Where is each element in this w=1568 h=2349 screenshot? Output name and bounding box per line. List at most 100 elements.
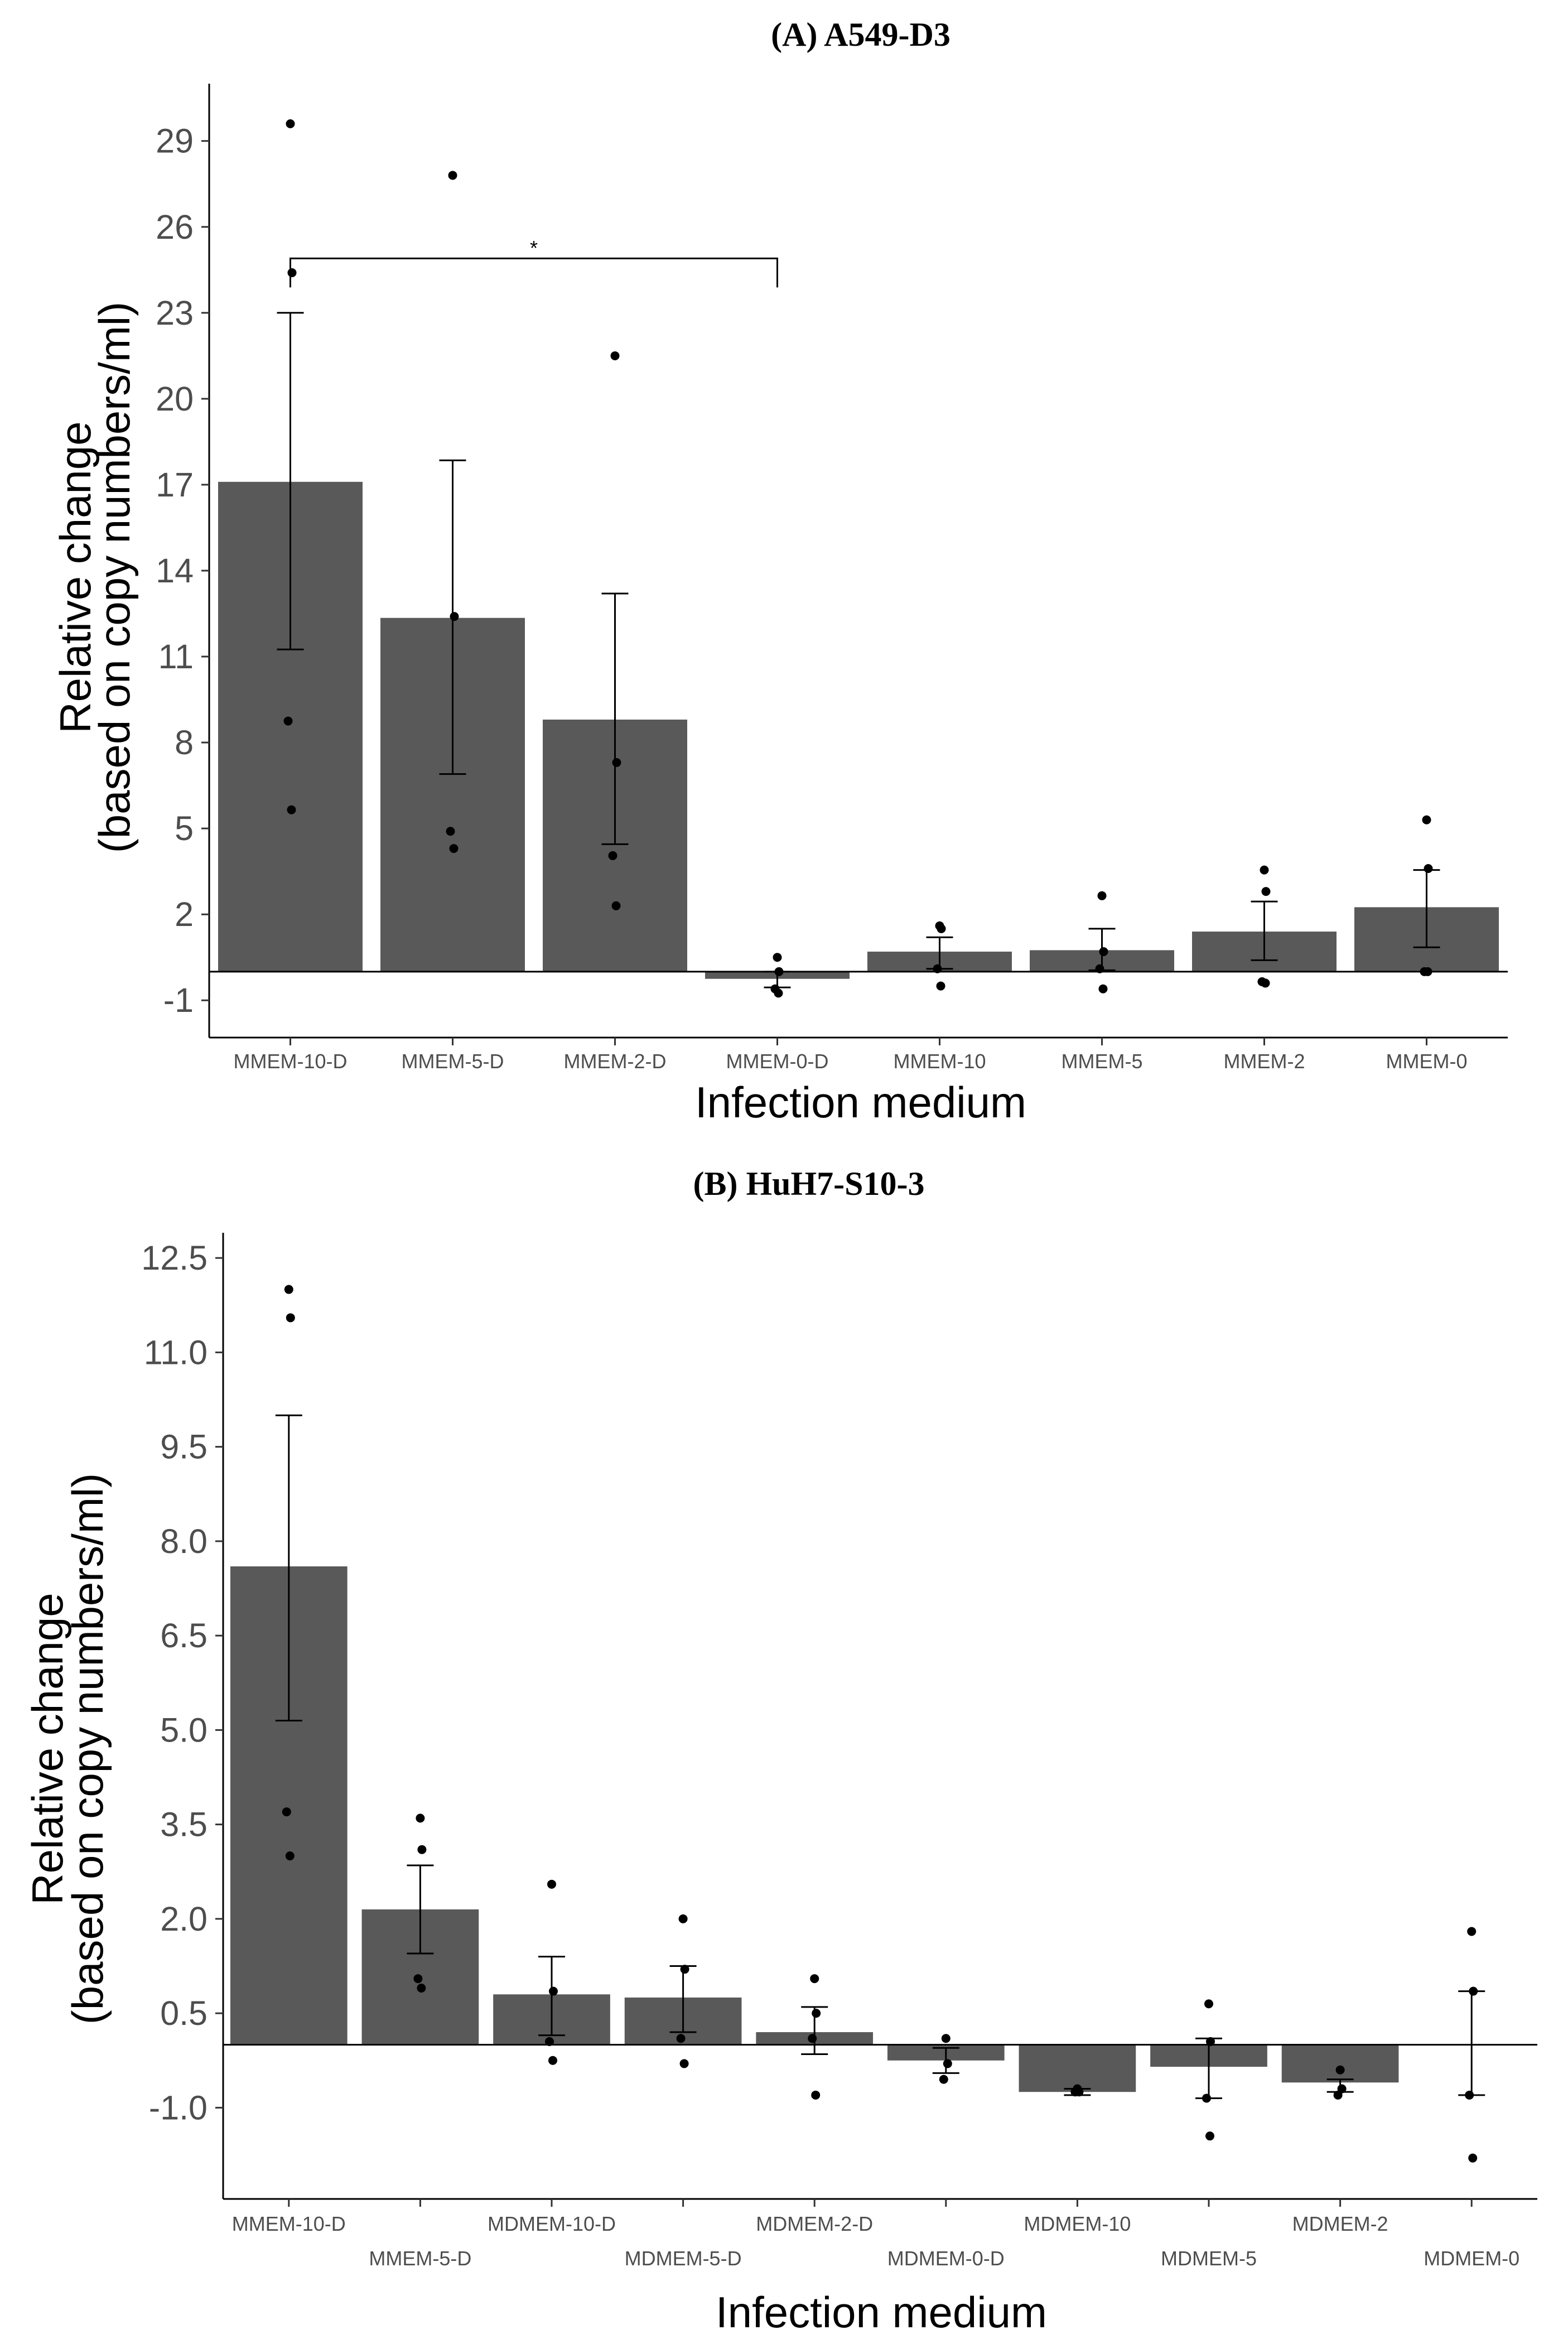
panel-a-data-point xyxy=(1095,964,1104,973)
panel-a-category-label: MMEM-10 xyxy=(893,1050,986,1073)
panel-b-bar xyxy=(1019,2044,1136,2092)
panel-b-data-point xyxy=(549,1986,558,1996)
panel-b-ytick-label: 12.5 xyxy=(141,1239,208,1277)
panel-b-title-text: HuH7-S10-3 xyxy=(746,1165,924,1202)
panel-a-ytick-label: 11 xyxy=(158,638,194,676)
panel-a-data-point xyxy=(449,844,459,853)
panel-b-data-point xyxy=(680,1965,689,1974)
panel-b-data-point xyxy=(282,1807,291,1817)
panel-a-data-point xyxy=(1422,815,1431,824)
panel-b: (B) HuH7-S10-3 Relative change (based on… xyxy=(23,1165,1537,2337)
panel-b-category-label: MDMEM-10-D xyxy=(488,2212,616,2235)
panel-b-category-label: MMEM-10-D xyxy=(232,2212,346,2235)
panel-a-data-point xyxy=(773,953,782,962)
panel-b-data-point xyxy=(1202,2094,1211,2103)
panel-b-category-label: MMEM-5-D xyxy=(369,2247,471,2270)
panel-b-data-point xyxy=(1204,1999,1213,2009)
panel-a-data-point xyxy=(283,716,293,726)
panel-a-ytick-label: 23 xyxy=(156,294,194,332)
panel-b-ytick-label: 5.0 xyxy=(160,1711,208,1749)
panel-b-ytick-label: 11.0 xyxy=(144,1333,208,1371)
panel-a-ytick-label: 5 xyxy=(175,809,194,847)
panel-b-ylabel-line2: (based on copy numbers/ml) xyxy=(63,1473,112,2024)
panel-b-category-label: MDMEM-2-D xyxy=(756,2212,873,2235)
panel-b-data-point xyxy=(1070,2087,1080,2097)
panel-b-category-label: MDMEM-10 xyxy=(1024,2212,1131,2235)
panel-a-data-point xyxy=(446,827,455,836)
panel-a-xlabel: Infection medium xyxy=(695,1078,1026,1127)
panel-a-data-point xyxy=(774,967,784,976)
panel-b-data-point xyxy=(1205,2131,1214,2141)
panel-b-bar xyxy=(1281,2044,1399,2083)
panel-b-data-point xyxy=(943,2059,952,2068)
panel-b-data-point xyxy=(679,2059,689,2068)
panel-a-data-point xyxy=(610,351,620,360)
panel-b-data-point xyxy=(1467,1927,1477,1936)
panel-b-data-point xyxy=(417,1845,427,1854)
panel-b-title: (B) HuH7-S10-3 xyxy=(693,1165,924,1202)
panel-b-data-point xyxy=(678,1914,688,1923)
panel-a-data-point xyxy=(1423,967,1432,976)
panel-b-xlabel: Infection medium xyxy=(716,2288,1047,2337)
panel-a-category-label: MMEM-10-D xyxy=(234,1050,348,1073)
panel-a-data-point xyxy=(1260,865,1269,875)
panel-a-data-point xyxy=(1261,978,1270,988)
panel-b-data-point xyxy=(1333,2090,1343,2100)
panel-a-data-point xyxy=(1099,947,1108,956)
panel-b-data-point xyxy=(941,2034,951,2043)
panel-b-category-label: MDMEM-0-D xyxy=(887,2247,1005,2270)
panel-b-ytick-label: 2.0 xyxy=(160,1900,208,1938)
panel-a-ytick-label: -1 xyxy=(163,981,194,1019)
panel-b-category-label: MDMEM-5-D xyxy=(625,2247,742,2270)
panel-a-ytick-label: 8 xyxy=(175,723,194,761)
panel-b-data-point xyxy=(1465,2090,1474,2100)
panel-b-ytick-label: 3.5 xyxy=(160,1806,208,1844)
panel-a-data-point xyxy=(937,924,946,933)
panel-a-ylabel-line1: Relative change xyxy=(51,421,100,733)
panel-b-ytick-label: 8.0 xyxy=(160,1522,208,1560)
panel-b-title-prefix: (B) xyxy=(693,1165,737,1202)
panel-a-significance-label: * xyxy=(530,237,538,259)
panel-a-data-point xyxy=(287,268,297,277)
panel-b-data-point xyxy=(808,2034,817,2043)
panel-a-data-point xyxy=(933,964,942,973)
panel-b-data-point xyxy=(939,2075,948,2084)
panel-b-data-point xyxy=(286,1313,295,1323)
panel-b-data-point xyxy=(811,2090,821,2100)
panel-a-data-point xyxy=(936,981,945,991)
panel-b-data-point xyxy=(285,1851,295,1861)
panel-b-data-point xyxy=(1206,2037,1215,2046)
panel-a-ytick-label: 20 xyxy=(156,380,194,418)
panel-a-data-point xyxy=(611,901,621,910)
panel-b-data-point xyxy=(416,1813,425,1823)
panel-b-data-point xyxy=(1335,2065,1345,2075)
panel-a-title-prefix: (A) xyxy=(771,16,817,53)
panel-a-data-point xyxy=(612,758,621,768)
panel-b-category-label: MDMEM-2 xyxy=(1292,2212,1388,2235)
panel-b-data-point xyxy=(1469,1986,1478,1996)
panel-a-category-label: MMEM-0-D xyxy=(726,1050,829,1073)
panel-a-data-point xyxy=(286,119,295,128)
panel-b-data-point xyxy=(545,2037,554,2046)
panel-a-category-label: MMEM-2-D xyxy=(564,1050,667,1073)
panel-a-significance-bracket xyxy=(290,257,778,288)
panel-a-data-point xyxy=(1261,887,1271,896)
panel-b-data-point xyxy=(284,1285,293,1294)
panel-a-ylabel-line2: (based on copy numbers/ml) xyxy=(90,302,139,853)
panel-b-data-point xyxy=(1468,2153,1478,2163)
panel-a-data-point xyxy=(448,171,457,180)
panel-a-title-text: A549-D3 xyxy=(824,16,951,53)
panel-b-data-point xyxy=(413,1974,423,1984)
panel-b-data-point xyxy=(417,1984,426,1993)
panel-b-data-point xyxy=(810,1974,819,1984)
panel-a-data-point xyxy=(287,805,296,814)
panel-a-ytick-label: 26 xyxy=(156,208,194,246)
panel-a-ytick-label: 14 xyxy=(156,552,194,590)
panel-a-ytick-label: 2 xyxy=(175,895,194,933)
panel-b-category-label: MDMEM-5 xyxy=(1161,2247,1257,2270)
panel-b-ytick-label: 0.5 xyxy=(160,1994,208,2032)
panel-b-category-label: MDMEM-0 xyxy=(1424,2247,1519,2270)
panel-b-data-point xyxy=(548,2056,557,2065)
panel-b-ylabel-line1: Relative change xyxy=(23,1593,72,1904)
panel-a-ytick-label: 29 xyxy=(156,122,194,160)
